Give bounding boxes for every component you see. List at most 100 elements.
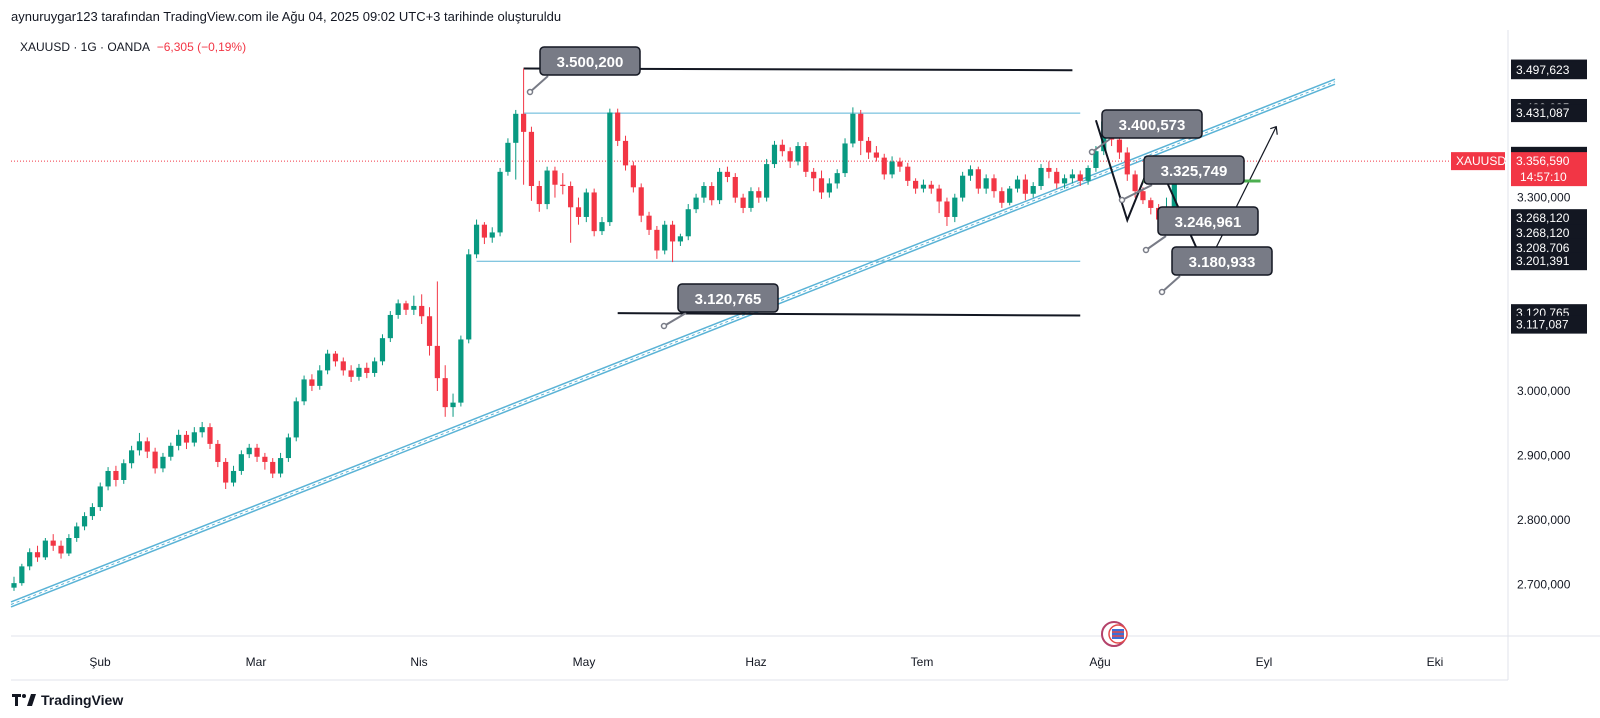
- candle: [183, 430, 190, 450]
- candle: [152, 447, 158, 474]
- candle: [489, 227, 495, 243]
- candle: [630, 161, 636, 193]
- trend-lines: [10, 67, 1336, 608]
- candle: [552, 166, 558, 198]
- candle: [779, 139, 785, 157]
- price-callout[interactable]: 3.246,961: [1142, 206, 1259, 254]
- candle: [81, 512, 88, 531]
- candle: [873, 146, 879, 162]
- candle: [685, 204, 691, 241]
- month-label: Eki: [1427, 655, 1444, 669]
- candle: [881, 153, 887, 180]
- candle: [238, 450, 244, 475]
- month-label: Şub: [89, 655, 111, 669]
- trend-line-upper: [10, 78, 1336, 603]
- symbol-change: −6,305 (−0,19%): [156, 40, 247, 54]
- candle: [967, 165, 974, 181]
- candle: [176, 429, 182, 451]
- tradingview-logo-icon: [12, 694, 36, 706]
- candle: [473, 219, 480, 259]
- candle: [129, 445, 135, 469]
- candle: [764, 158, 770, 202]
- candle: [591, 188, 597, 237]
- candle: [991, 174, 997, 198]
- price-callout[interactable]: 3.500,200: [526, 46, 641, 96]
- candle: [34, 545, 41, 562]
- candle: [850, 107, 856, 148]
- candle: [411, 295, 417, 315]
- candle: [395, 299, 401, 319]
- candle: [262, 452, 268, 470]
- candle: [215, 440, 221, 468]
- price-axis-label: 2.800,000: [1517, 513, 1571, 527]
- candle: [66, 534, 72, 557]
- price-axis-label: 3.300,000: [1517, 191, 1571, 205]
- candle: [575, 197, 582, 225]
- candle: [795, 142, 801, 166]
- candle: [583, 188, 589, 223]
- candle: [952, 193, 958, 223]
- candle: [426, 307, 433, 356]
- candle: [19, 563, 25, 586]
- candle: [1038, 164, 1044, 190]
- news-badge-icon[interactable]: [1101, 621, 1128, 647]
- candle: [442, 365, 448, 417]
- candle: [811, 167, 817, 192]
- candle: [834, 169, 840, 189]
- price-callout[interactable]: 3.180,933: [1158, 246, 1273, 296]
- candle: [638, 183, 644, 223]
- price-axis: 2.700,000 2.800,000 2.900,000 3.000,000 3.30…: [1451, 59, 1587, 591]
- trend-line-lower: [10, 83, 1336, 608]
- svg-text:3.180,933: 3.180,933: [1189, 254, 1256, 271]
- candle: [740, 193, 746, 214]
- candle: [207, 423, 213, 450]
- month-label: Haz: [745, 655, 766, 669]
- candle: [1148, 197, 1154, 215]
- price-tag: 3.117,087: [1511, 315, 1587, 334]
- price-tag: 3.268,120: [1511, 209, 1587, 228]
- candle: [756, 187, 762, 203]
- candle: [1054, 167, 1060, 189]
- candle: [481, 222, 487, 245]
- price-callout[interactable]: 3.400,573: [1088, 109, 1203, 156]
- candle: [1022, 174, 1028, 201]
- projection-arrow: [1205, 126, 1277, 269]
- month-label: May: [573, 655, 596, 669]
- current-price-tag: 3.356,590 14:57:10: [1511, 152, 1587, 187]
- svg-text:3.246,961: 3.246,961: [1175, 214, 1242, 231]
- tradingview-logo[interactable]: TradingView: [12, 692, 123, 708]
- price-callout[interactable]: 3.120,765: [660, 283, 779, 330]
- candle: [466, 249, 472, 344]
- candle: [568, 181, 574, 243]
- candle: [168, 442, 174, 461]
- candle: [521, 68, 527, 185]
- candle: [458, 335, 464, 407]
- candle: [803, 142, 809, 177]
- candle: [270, 458, 276, 479]
- price-callout[interactable]: 3.325,749: [1118, 155, 1245, 204]
- svg-text:3.120,765: 3.120,765: [695, 291, 762, 308]
- price-callouts: 3.500,200 3.400,573 3.325,749 3.246,961 3.18…: [526, 46, 1273, 330]
- candle: [560, 173, 566, 195]
- symbol-name: XAUUSD · 1G · OANDA: [20, 40, 151, 54]
- candle: [285, 433, 291, 462]
- month-label: Mar: [246, 655, 267, 669]
- candle: [301, 375, 307, 406]
- candle: [669, 220, 676, 263]
- candle: [1116, 135, 1123, 159]
- price-axis-label: 2.700,000: [1517, 577, 1571, 591]
- candle: [1124, 147, 1130, 181]
- candle: [897, 157, 903, 172]
- candle: [662, 220, 668, 255]
- candle: [960, 171, 966, 202]
- candlesticks: [11, 68, 1185, 591]
- candle: [709, 182, 715, 206]
- candle: [332, 351, 339, 367]
- candle: [513, 109, 519, 180]
- candle: [842, 138, 848, 177]
- candle: [317, 365, 323, 390]
- svg-text:3.201,391: 3.201,391: [1516, 254, 1570, 268]
- candle: [858, 109, 864, 156]
- candle: [536, 180, 542, 212]
